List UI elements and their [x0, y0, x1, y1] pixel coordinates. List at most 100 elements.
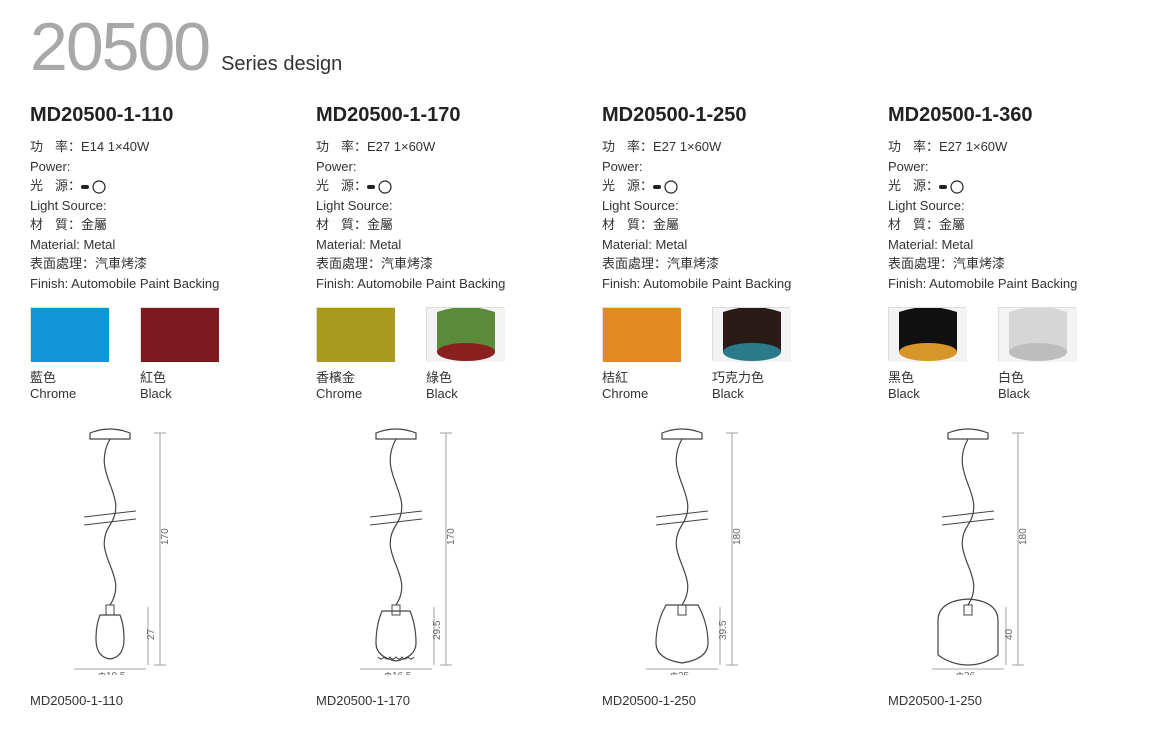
swatch: 巧克力色 Black — [712, 307, 790, 401]
diagram-caption: MD20500-1-110 — [30, 693, 288, 708]
swatch-color — [30, 307, 108, 361]
power-cn: 功率：E14 1×40W — [30, 137, 288, 157]
diagram-caption: MD20500-1-250 — [602, 693, 860, 708]
swatch-row: 桔紅 Chrome 巧克力色 Black — [602, 307, 860, 401]
finish-en: Finish: Automobile Paint Backing — [316, 274, 574, 294]
svg-text:27: 27 — [146, 628, 157, 640]
model-heading: MD20500-1-170 — [316, 104, 574, 127]
svg-text:170: 170 — [446, 528, 457, 545]
dimension-diagram: 170 27 Φ10.5 — [30, 425, 288, 683]
finish-cn: 表面處理：汽車烤漆 — [602, 254, 860, 274]
swatch: 黑色 Black — [888, 307, 966, 401]
series-number: 20500 — [30, 8, 209, 86]
light-cn: 光源： — [316, 176, 574, 196]
material-en: Material: Metal — [888, 235, 1146, 255]
light-cn: 光源： — [602, 176, 860, 196]
swatch: 紅色 Black — [140, 307, 218, 401]
finish-cn: 表面處理：汽車烤漆 — [30, 254, 288, 274]
svg-text:39.5: 39.5 — [718, 620, 729, 640]
swatch-label-cn: 紅色 — [140, 367, 218, 386]
swatch: 綠色 Black — [426, 307, 504, 401]
swatch-label-en: Black — [998, 386, 1076, 401]
svg-text:Φ36: Φ36 — [956, 671, 976, 675]
svg-text:170: 170 — [160, 528, 171, 545]
swatch: 藍色 Chrome — [30, 307, 108, 401]
swatch-color — [712, 307, 790, 361]
power-cn: 功率：E27 1×60W — [316, 137, 574, 157]
power-en: Power: — [888, 157, 1146, 177]
swatch-label-en: Black — [426, 386, 504, 401]
diagram-caption: MD20500-1-170 — [316, 693, 574, 708]
light-en: Light Source: — [316, 196, 574, 216]
swatch: 白色 Black — [998, 307, 1076, 401]
material-cn: 材質：金屬 — [30, 215, 288, 235]
swatch-color — [140, 307, 218, 361]
product-column: MD20500-1-360 功率：E27 1×60W Power: 光源： Li… — [888, 104, 1146, 708]
swatch-row: 藍色 Chrome 紅色 Black — [30, 307, 288, 401]
swatch-color — [316, 307, 394, 361]
product-column: MD20500-1-170 功率：E27 1×60W Power: 光源： Li… — [316, 104, 574, 708]
swatch-label-cn: 桔紅 — [602, 367, 680, 386]
dimension-diagram: 180 39.5 Φ25 — [602, 425, 860, 683]
svg-text:180: 180 — [1018, 528, 1029, 545]
swatch-color — [888, 307, 966, 361]
swatch-label-cn: 綠色 — [426, 367, 504, 386]
swatch-label-cn: 藍色 — [30, 367, 108, 386]
power-cn: 功率：E27 1×60W — [888, 137, 1146, 157]
product-column: MD20500-1-110 功率：E14 1×40W Power: 光源： Li… — [30, 104, 288, 708]
series-label: Series design — [221, 53, 342, 76]
power-en: Power: — [602, 157, 860, 177]
material-cn: 材質：金屬 — [602, 215, 860, 235]
swatch-label-cn: 黑色 — [888, 367, 966, 386]
power-en: Power: — [30, 157, 288, 177]
swatch-label-en: Chrome — [30, 386, 108, 401]
svg-text:40: 40 — [1004, 628, 1015, 640]
model-heading: MD20500-1-250 — [602, 104, 860, 127]
power-cn: 功率：E27 1×60W — [602, 137, 860, 157]
swatch-color — [998, 307, 1076, 361]
swatch-row: 黑色 Black 白色 Black — [888, 307, 1146, 401]
power-en: Power: — [316, 157, 574, 177]
swatch: 桔紅 Chrome — [602, 307, 680, 401]
finish-en: Finish: Automobile Paint Backing — [602, 274, 860, 294]
swatch-label-cn: 巧克力色 — [712, 367, 790, 386]
finish-cn: 表面處理：汽車烤漆 — [888, 254, 1146, 274]
svg-text:Φ10.5: Φ10.5 — [98, 671, 126, 675]
swatch-label-cn: 香檳金 — [316, 367, 394, 386]
model-heading: MD20500-1-360 — [888, 104, 1146, 127]
swatch: 香檳金 Chrome — [316, 307, 394, 401]
swatch-label-en: Black — [888, 386, 966, 401]
products-row: MD20500-1-110 功率：E14 1×40W Power: 光源： Li… — [30, 104, 1146, 708]
finish-en: Finish: Automobile Paint Backing — [30, 274, 288, 294]
svg-text:Φ25: Φ25 — [670, 671, 690, 675]
swatch-label-en: Chrome — [316, 386, 394, 401]
swatch-row: 香檳金 Chrome 綠色 Black — [316, 307, 574, 401]
finish-cn: 表面處理：汽車烤漆 — [316, 254, 574, 274]
model-heading: MD20500-1-110 — [30, 104, 288, 127]
swatch-color — [426, 307, 504, 361]
light-en: Light Source: — [888, 196, 1146, 216]
svg-text:29.5: 29.5 — [432, 620, 443, 640]
swatch-color — [602, 307, 680, 361]
light-cn: 光源： — [30, 176, 288, 196]
svg-text:Φ16.5: Φ16.5 — [384, 671, 412, 675]
material-cn: 材質：金屬 — [888, 215, 1146, 235]
material-en: Material: Metal — [30, 235, 288, 255]
swatch-label-en: Black — [140, 386, 218, 401]
material-en: Material: Metal — [602, 235, 860, 255]
swatch-label-en: Chrome — [602, 386, 680, 401]
material-cn: 材質：金屬 — [316, 215, 574, 235]
page-header: 20500 Series design — [30, 0, 1146, 86]
light-cn: 光源： — [888, 176, 1146, 196]
material-en: Material: Metal — [316, 235, 574, 255]
finish-en: Finish: Automobile Paint Backing — [888, 274, 1146, 294]
light-en: Light Source: — [30, 196, 288, 216]
swatch-label-cn: 白色 — [998, 367, 1076, 386]
light-en: Light Source: — [602, 196, 860, 216]
svg-text:180: 180 — [732, 528, 743, 545]
dimension-diagram: 180 40 Φ36 — [888, 425, 1146, 683]
diagram-caption: MD20500-1-250 — [888, 693, 1146, 708]
dimension-diagram: 170 29.5 Φ16.5 — [316, 425, 574, 683]
product-column: MD20500-1-250 功率：E27 1×60W Power: 光源： Li… — [602, 104, 860, 708]
swatch-label-en: Black — [712, 386, 790, 401]
